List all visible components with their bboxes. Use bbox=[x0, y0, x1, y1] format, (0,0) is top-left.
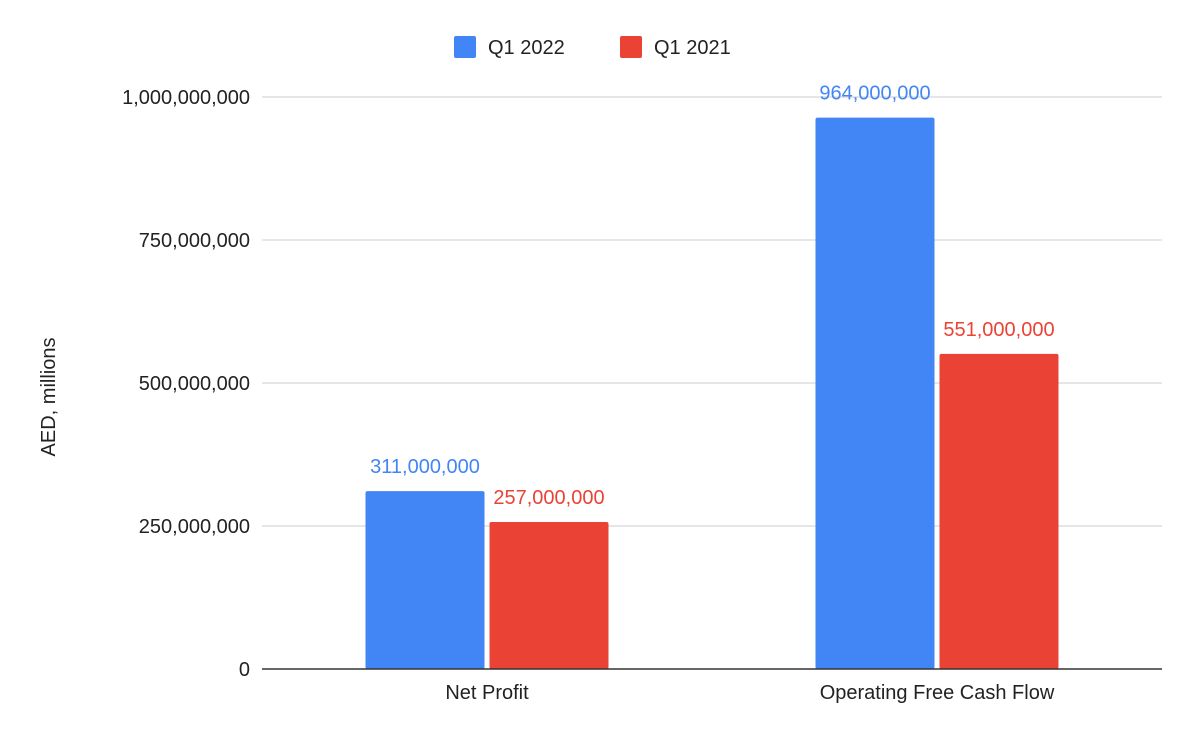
legend-swatch bbox=[620, 36, 642, 58]
x-tick-label: Net Profit bbox=[445, 682, 529, 704]
y-tick-label: 250,000,000 bbox=[139, 516, 250, 538]
data-label: 964,000,000 bbox=[819, 83, 930, 105]
data-label: 551,000,000 bbox=[943, 319, 1054, 341]
y-tick-label: 1,000,000,000 bbox=[122, 87, 250, 109]
legend-swatch bbox=[454, 36, 476, 58]
bars bbox=[365, 117, 1059, 670]
bar bbox=[939, 353, 1059, 669]
y-tick-label: 750,000,000 bbox=[139, 230, 250, 252]
x-tick-label: Operating Free Cash Flow bbox=[820, 682, 1055, 704]
legend: Q1 2022 Q1 2021 bbox=[454, 36, 731, 59]
axes: 0 250,000,000 500,000,000 750,000,000 1,000,… bbox=[122, 87, 1162, 704]
bar bbox=[815, 117, 935, 670]
y-axis-title: AED, millions bbox=[38, 338, 60, 457]
y-tick-label: 500,000,000 bbox=[139, 373, 250, 395]
data-label: 257,000,000 bbox=[493, 487, 604, 509]
legend-label: Q1 2021 bbox=[654, 37, 731, 59]
data-label: 311,000,000 bbox=[370, 456, 480, 478]
bar bbox=[489, 521, 609, 669]
legend-label: Q1 2022 bbox=[488, 37, 565, 59]
bar bbox=[365, 491, 485, 669]
y-tick-label: 0 bbox=[239, 659, 250, 681]
data-labels: 311,000,000 257,000,000 964,000,000 551,000… bbox=[370, 83, 1054, 509]
